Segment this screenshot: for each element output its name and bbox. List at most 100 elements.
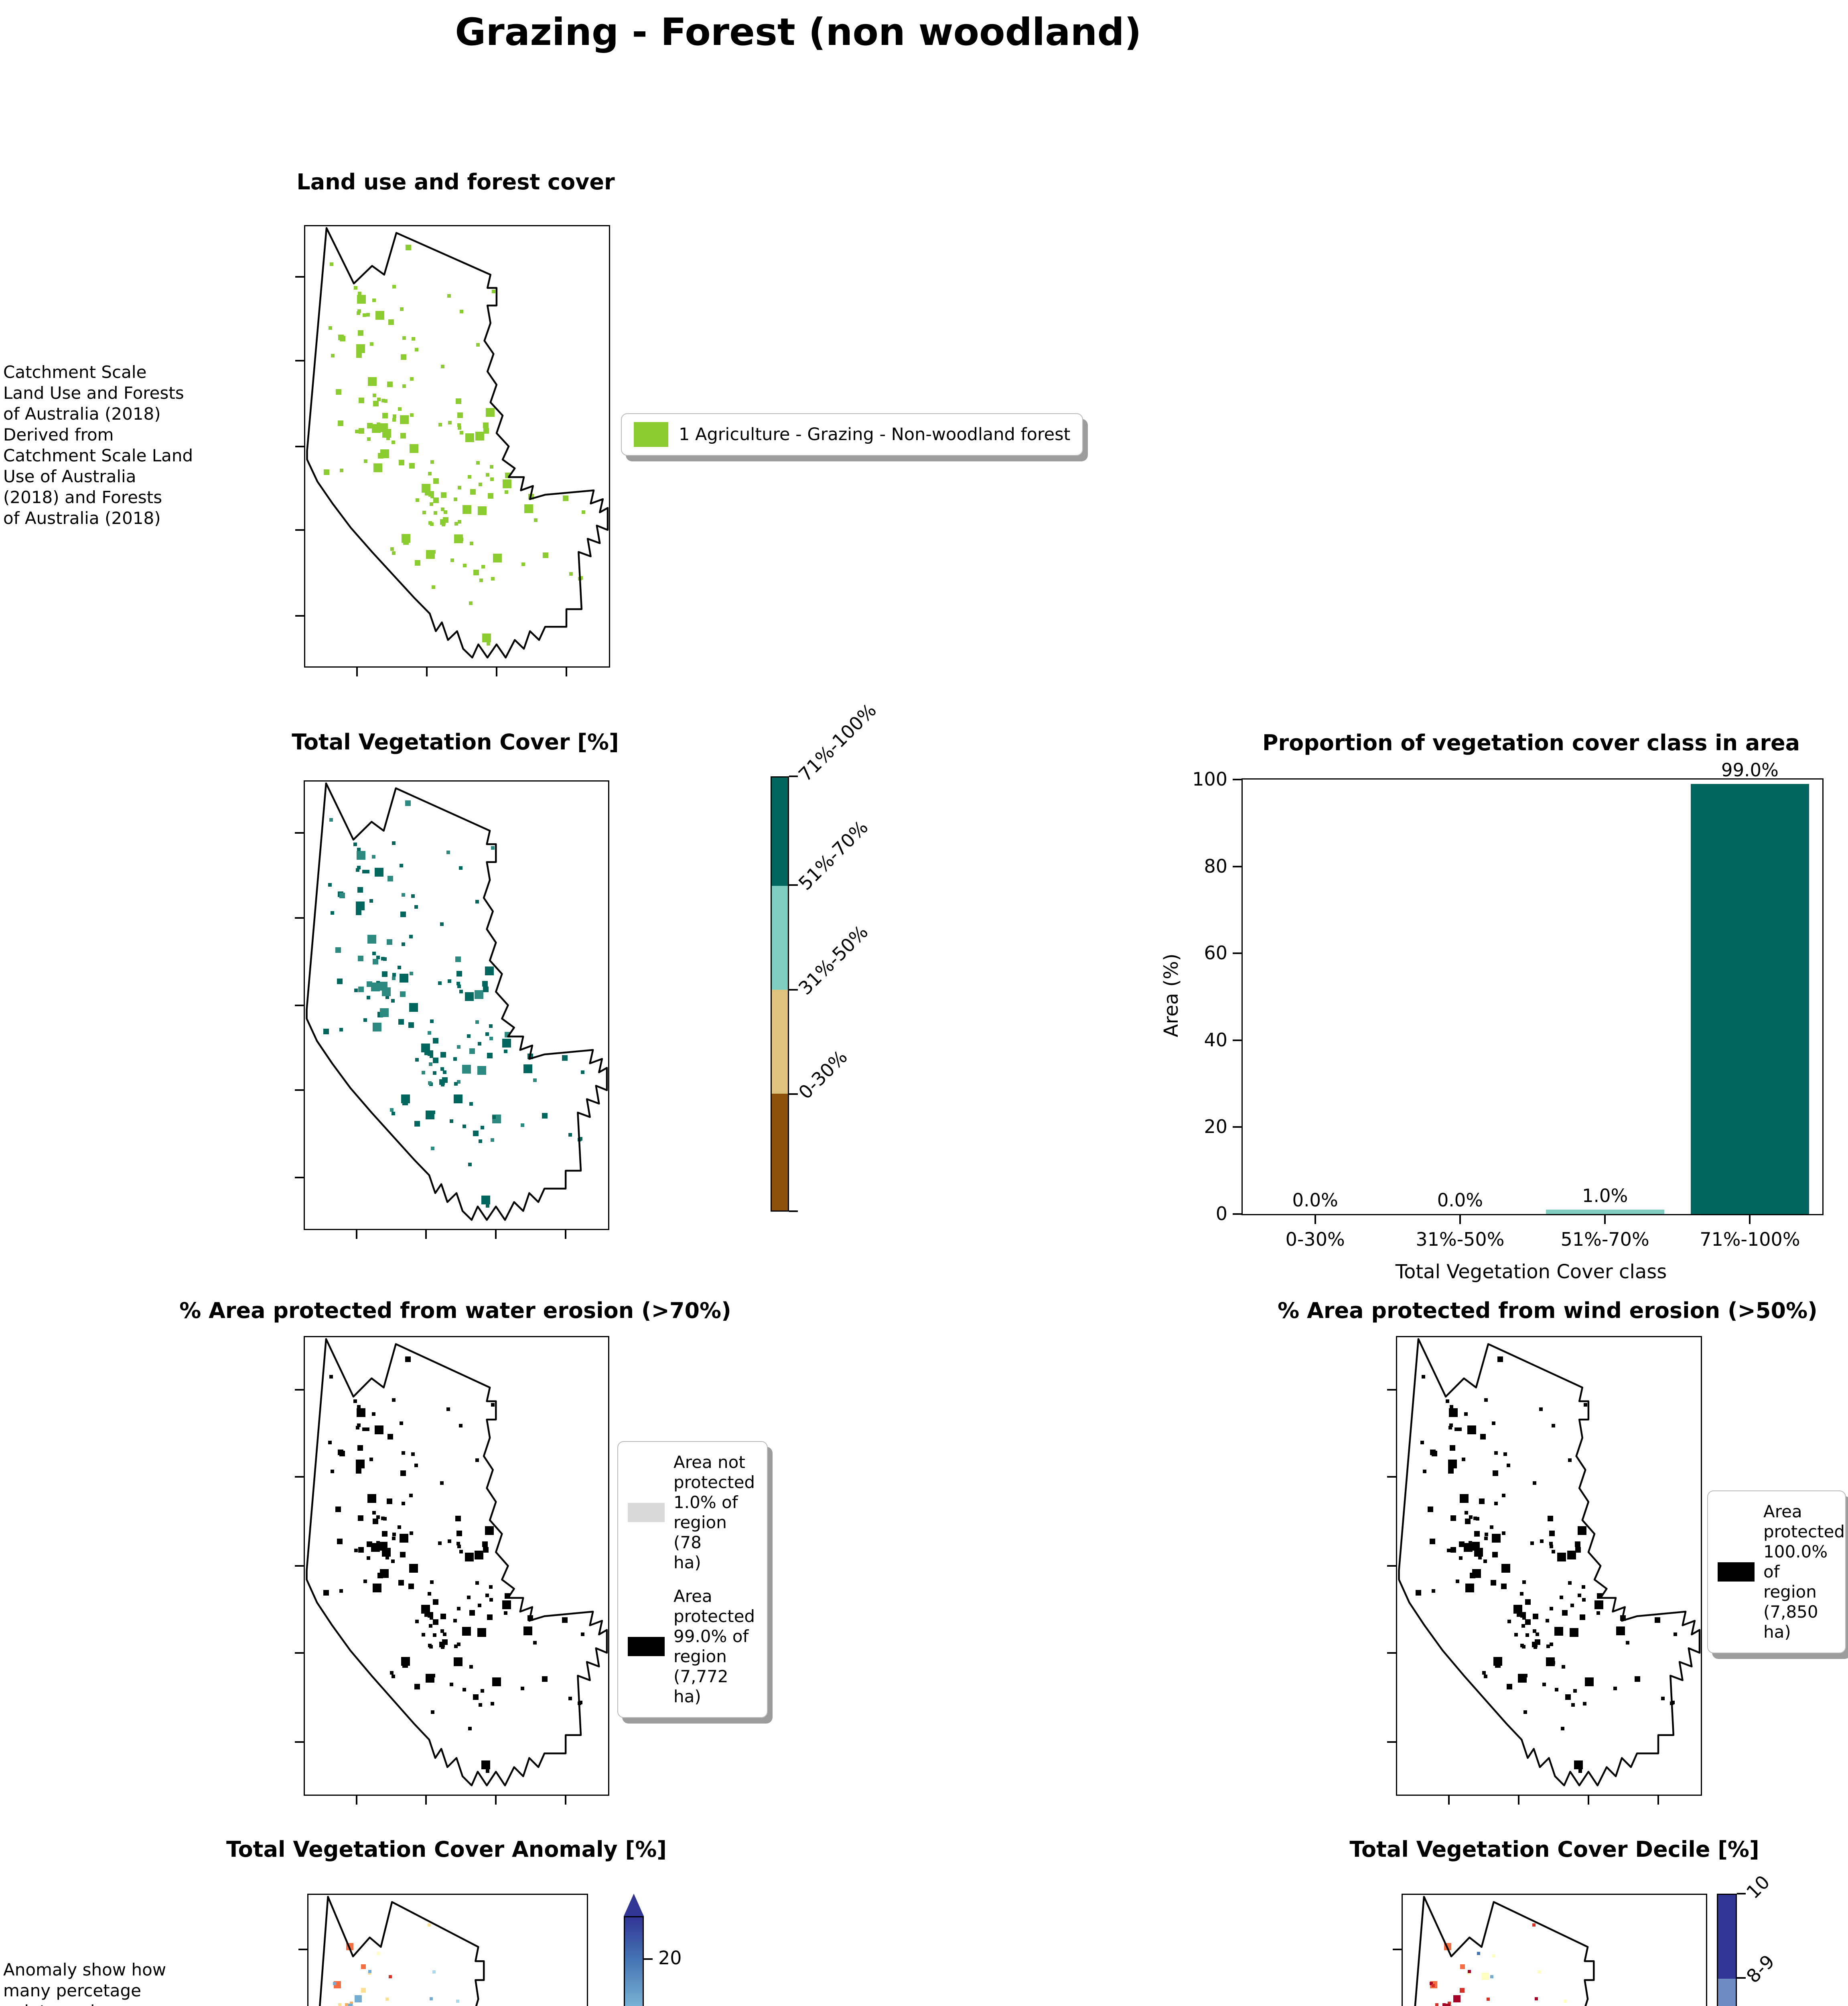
- map-data-pixel: [457, 423, 461, 427]
- map-data-pixel: [366, 981, 372, 987]
- map-data-pixel: [380, 1569, 389, 1578]
- map-data-pixel: [457, 1545, 461, 1549]
- map-data-pixel: [1533, 1645, 1537, 1649]
- map-data-pixel: [1549, 1642, 1553, 1646]
- vegcover-colorbar: 71%-100% 51%-70% 31%-50% 0-30%: [771, 699, 880, 1212]
- axis-tick: [565, 1230, 567, 1239]
- map-data-pixel: [382, 971, 388, 977]
- map-data-pixel: [485, 1593, 489, 1597]
- axis-tick: [565, 1796, 567, 1805]
- map-data-pixel: [1514, 1632, 1518, 1636]
- map-data-pixel: [392, 440, 396, 444]
- map-data-pixel: [399, 974, 408, 983]
- colorbar-band: [772, 885, 788, 990]
- map-data-pixel: [458, 426, 462, 430]
- map-data-pixel: [492, 1115, 496, 1119]
- map-data-pixel: [428, 471, 432, 475]
- map-data-pixel: [1521, 1624, 1525, 1628]
- map-data-pixel: [457, 984, 461, 988]
- map-data-pixel: [440, 1067, 444, 1071]
- colorbar-band-label: 51%-70%: [794, 816, 872, 895]
- map-data-pixel: [1546, 1619, 1550, 1623]
- map-data-pixel: [399, 864, 403, 868]
- map-data-pixel: [462, 1124, 466, 1128]
- map-data-pixel: [1493, 1470, 1499, 1476]
- map-data-pixel: [438, 1541, 442, 1545]
- axis-tick: [295, 1652, 304, 1654]
- catchment-outline: [305, 226, 609, 666]
- map-data-pixel: [456, 1542, 460, 1546]
- map-data-pixel: [470, 542, 474, 546]
- map-data-pixel: [581, 1632, 585, 1636]
- map-data-pixel: [1445, 2003, 1450, 2006]
- map-data-pixel: [355, 910, 361, 916]
- map-data-pixel: [1635, 1676, 1641, 1682]
- map-data-pixel: [356, 344, 365, 353]
- landuse-legend-swatch: [634, 422, 668, 447]
- map-data-pixel: [357, 887, 363, 893]
- map-data-pixel: [533, 1078, 537, 1082]
- map-data-pixel: [1455, 1579, 1459, 1583]
- map-data-pixel: [1429, 1539, 1435, 1545]
- map-data-pixel: [475, 1458, 479, 1462]
- map-data-pixel: [1580, 1614, 1586, 1620]
- map-data-pixel: [372, 1511, 376, 1515]
- map-data-pixel: [362, 1427, 366, 1431]
- map-data-pixel: [433, 1071, 437, 1075]
- map-data-pixel: [473, 570, 479, 575]
- map-data-pixel: [362, 313, 366, 317]
- map-data-pixel: [380, 1008, 389, 1017]
- map-data-pixel: [1530, 1541, 1534, 1545]
- bar: [1690, 784, 1809, 1214]
- map-data-pixel: [402, 1501, 406, 1505]
- map-data-pixel: [432, 1673, 435, 1677]
- map-data-pixel: [1549, 1607, 1553, 1611]
- map-data-pixel: [422, 511, 426, 515]
- axis-tick: [495, 668, 497, 676]
- map-data-pixel: [358, 330, 364, 336]
- map-data-pixel: [456, 971, 463, 977]
- map-data-pixel: [1520, 1612, 1526, 1618]
- map-data-pixel: [1432, 1984, 1435, 1988]
- map-data-pixel: [456, 398, 461, 404]
- map-data-pixel: [455, 1516, 461, 1522]
- map-data-pixel: [475, 990, 484, 999]
- map-data-pixel: [1568, 1458, 1572, 1462]
- map-data-pixel: [429, 1997, 433, 2000]
- map-data-pixel: [459, 1550, 463, 1554]
- map-data-pixel: [1533, 1614, 1539, 1619]
- map-data-pixel: [414, 1121, 420, 1127]
- map-data-pixel: [1525, 1599, 1531, 1605]
- axis-tick: [355, 1796, 357, 1805]
- map-data-pixel: [355, 901, 365, 910]
- legend-label: Area protected 99.0% of region (7,772 ha…: [673, 1586, 755, 1706]
- axis-tick: [295, 1089, 304, 1091]
- map-data-pixel: [371, 855, 375, 859]
- map-data-pixel: [490, 1138, 494, 1142]
- map-data-pixel: [367, 1494, 377, 1503]
- map-data-pixel: [1481, 1973, 1489, 1980]
- map-data-pixel: [356, 352, 362, 358]
- map-data-pixel: [486, 473, 490, 477]
- map-data-pixel: [1538, 1970, 1541, 1974]
- map-data-pixel: [459, 309, 463, 313]
- map-data-pixel: [1507, 1684, 1513, 1690]
- map-data-pixel: [323, 1590, 329, 1596]
- map-data-pixel: [486, 1769, 490, 1773]
- wind-erosion-title: % Area protected from wind erosion (>50%…: [1278, 1298, 1818, 1323]
- map-data-pixel: [1448, 1460, 1457, 1469]
- map-data-pixel: [490, 1701, 494, 1706]
- legend-label: Area protected 100.0% of region (7,850 h…: [1763, 1502, 1845, 1642]
- map-data-pixel: [430, 1580, 434, 1584]
- map-data-pixel: [357, 848, 361, 852]
- map-data-pixel: [1570, 1628, 1579, 1637]
- legend-swatch: [628, 1637, 665, 1656]
- map-data-pixel: [1474, 1547, 1483, 1557]
- map-data-pixel: [503, 1611, 507, 1615]
- map-data-pixel: [1484, 1398, 1488, 1402]
- map-data-pixel: [1490, 1975, 1494, 1978]
- map-data-pixel: [1575, 1547, 1581, 1553]
- map-data-pixel: [392, 973, 396, 977]
- map-data-pixel: [358, 1515, 364, 1521]
- map-data-pixel: [491, 1403, 495, 1407]
